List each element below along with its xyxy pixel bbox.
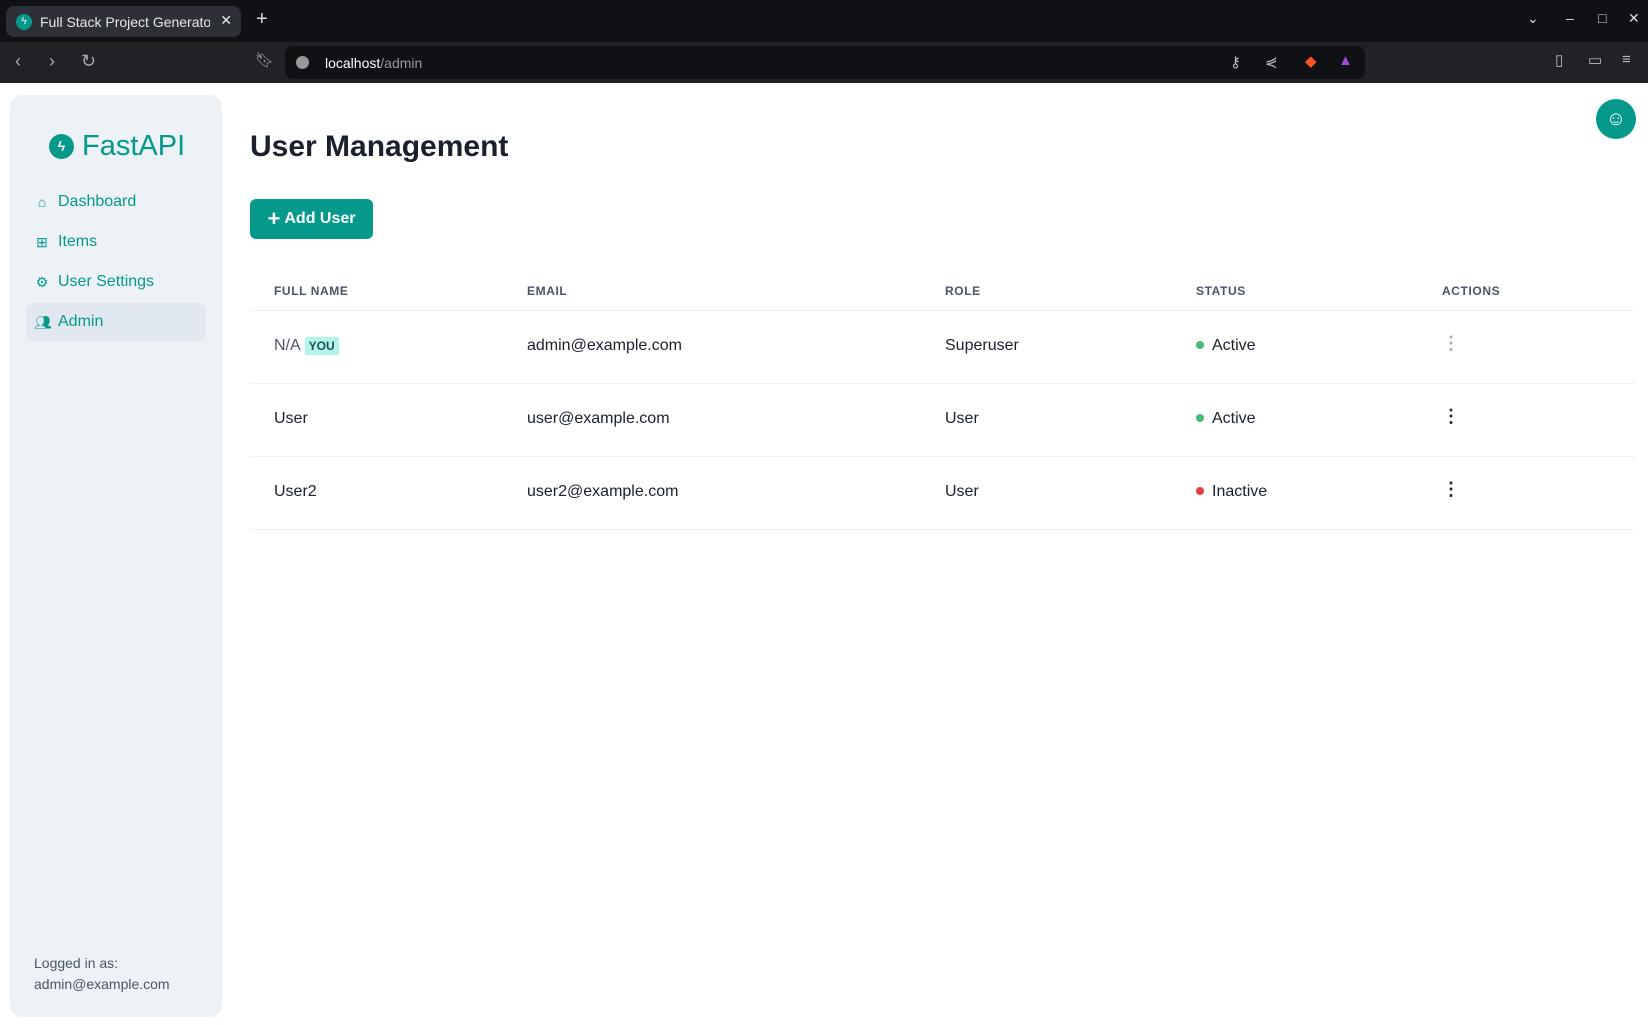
actions-menu-icon: ⋮ — [1442, 333, 1460, 353]
email-cell: admin@example.com — [527, 337, 682, 354]
browser-toolbar: ‹ › ↻ 🔖︎ localhost/admin ⚷ ⋞ ◆ ▲ ▯ ▭ ≡ — [0, 42, 1648, 83]
key-icon[interactable]: ⚷ — [1230, 54, 1241, 71]
wallet-icon[interactable]: ▭ — [1588, 52, 1603, 69]
browser-tab[interactable]: ϟ Full Stack Project Generator ✕ — [6, 6, 241, 37]
minimize-icon[interactable]: – — [1566, 10, 1574, 26]
tab-title: Full Stack Project Generator — [40, 13, 210, 30]
table-row: User2 user2@example.com User Inactive ⋮ — [250, 457, 1636, 530]
sidebar-item-admin[interactable]: 👥︎ Admin — [26, 303, 206, 341]
share-icon[interactable]: ⋞ — [1265, 54, 1278, 71]
status-text: Active — [1212, 410, 1256, 427]
sidebar-item-user-settings[interactable]: ⚙ User Settings — [26, 263, 206, 301]
role-cell: User — [945, 410, 979, 427]
status-dot — [1196, 341, 1204, 349]
you-badge: YOU — [304, 337, 339, 355]
email-cell: user2@example.com — [527, 483, 679, 500]
users-table: FULL NAME EMAIL ROLE STATUS ACTIONS N/A Y… — [250, 270, 1636, 530]
sidebar: ϟ FastAPI ⌂ Dashboard ⊞ Items ⚙ User Settin… — [10, 95, 222, 1017]
briefcase-icon: ⊞ — [36, 233, 48, 250]
status-dot — [1196, 487, 1204, 495]
browser-tab-bar: ϟ Full Stack Project Generator ✕ + ⌄ – □… — [0, 0, 1648, 42]
status-dot — [1196, 414, 1204, 422]
logged-in-email: admin@example.com — [34, 976, 170, 992]
full-name-cell: N/A YOU — [274, 337, 339, 355]
column-header-status: STATUS — [1196, 284, 1246, 298]
gear-icon: ⚙ — [35, 273, 49, 290]
table-row: N/A YOU admin@example.com Superuser Activ… — [250, 311, 1636, 384]
home-icon: ⌂ — [37, 194, 47, 210]
close-tab-icon[interactable]: ✕ — [220, 12, 232, 28]
status-text: Inactive — [1212, 483, 1268, 500]
forward-icon[interactable]: › — [49, 51, 55, 71]
back-icon[interactable]: ‹ — [15, 51, 21, 71]
url-host: localhost — [325, 54, 381, 71]
user-icon: ☺ — [1605, 108, 1627, 130]
bookmark-icon[interactable]: 🔖︎ — [255, 52, 275, 69]
table-header: FULL NAME EMAIL ROLE STATUS ACTIONS — [250, 270, 1636, 311]
user-menu-avatar[interactable]: ☺ — [1596, 99, 1636, 139]
url-path: /admin — [380, 54, 423, 71]
sidebar-item-label: User Settings — [58, 273, 155, 290]
add-user-button[interactable]: + Add User — [250, 199, 373, 239]
logged-in-info: Logged in as: admin@example.com — [34, 953, 170, 995]
menu-icon[interactable]: ≡ — [1622, 51, 1631, 68]
page-title: User Management — [250, 130, 509, 163]
tab-list-chevron-icon[interactable]: ⌄ — [1527, 10, 1539, 26]
full-name: N/A — [274, 337, 301, 354]
role-cell: Superuser — [945, 337, 1019, 354]
sidebar-toggle-icon[interactable]: ▯ — [1555, 52, 1564, 69]
email-cell: user@example.com — [527, 410, 670, 427]
full-name-cell: User2 — [274, 483, 317, 500]
brave-rewards-icon[interactable]: ▲ — [1338, 52, 1353, 69]
column-header-full-name: FULL NAME — [274, 284, 349, 298]
new-tab-icon[interactable]: + — [256, 8, 268, 30]
actions-menu-icon[interactable]: ⋮ — [1442, 406, 1460, 426]
brand-name: FastAPI — [82, 130, 186, 162]
sidebar-item-label: Dashboard — [58, 193, 137, 210]
add-user-label: Add User — [284, 210, 356, 227]
sidebar-item-items[interactable]: ⊞ Items — [26, 223, 206, 261]
close-window-icon[interactable]: ✕ — [1628, 10, 1640, 26]
full-name-cell: User — [274, 410, 308, 427]
sidebar-item-dashboard[interactable]: ⌂ Dashboard — [26, 183, 206, 221]
column-header-email: EMAIL — [527, 284, 568, 298]
fastapi-logo-icon: ϟ — [49, 134, 74, 159]
role-cell: User — [945, 483, 979, 500]
sidebar-item-label: Items — [58, 233, 98, 250]
table-row: User user@example.com User Active ⋮ — [250, 384, 1636, 457]
address-bar[interactable]: localhost/admin ⚷ ⋞ ◆ ▲ — [285, 46, 1365, 79]
status-cell: Active — [1196, 410, 1256, 428]
logged-in-label: Logged in as: — [34, 955, 119, 971]
fastapi-favicon-icon: ϟ — [16, 13, 32, 30]
column-header-role: ROLE — [945, 284, 981, 298]
status-text: Active — [1212, 337, 1256, 354]
users-icon: 👥︎ — [34, 313, 52, 330]
status-cell: Active — [1196, 337, 1256, 355]
plus-icon: + — [267, 206, 281, 231]
reload-icon[interactable]: ↻ — [81, 51, 97, 71]
maximize-icon[interactable]: □ — [1598, 10, 1607, 26]
sidebar-item-label: Admin — [58, 313, 104, 330]
fastapi-logo[interactable]: ϟ FastAPI — [49, 130, 185, 163]
brave-shield-icon[interactable]: ◆ — [1305, 53, 1317, 70]
site-info-icon[interactable] — [296, 56, 309, 69]
status-cell: Inactive — [1196, 483, 1267, 501]
actions-menu-icon[interactable]: ⋮ — [1442, 479, 1460, 499]
column-header-actions: ACTIONS — [1442, 284, 1501, 298]
